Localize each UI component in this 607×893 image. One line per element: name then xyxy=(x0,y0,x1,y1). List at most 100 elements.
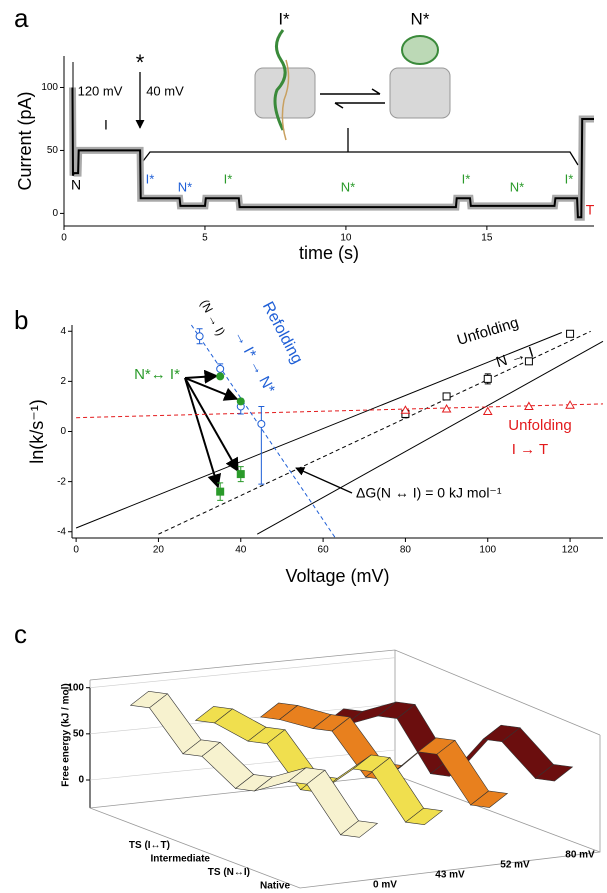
annotation: N* xyxy=(510,179,524,194)
x-tick-label: 10 xyxy=(340,233,352,244)
fit-line xyxy=(75,332,562,529)
series-label: 0 mV xyxy=(373,880,397,891)
annotation: Unfolding xyxy=(455,314,521,349)
ribbon-plateau xyxy=(534,764,574,782)
z-axis-label: Free energy (kJ / mol) xyxy=(61,683,72,786)
y-tick-label: 50 xyxy=(47,145,59,156)
ribbon-plateau xyxy=(404,807,444,826)
arrow xyxy=(184,377,239,473)
series-label: 80 mV xyxy=(565,850,595,861)
series-label: 43 mV xyxy=(435,870,465,881)
category-label: TS (N↔I) xyxy=(208,867,250,878)
panel-label: a xyxy=(14,3,29,33)
x-tick-label: 100 xyxy=(479,545,496,556)
annotation: (N → I) xyxy=(197,297,228,338)
strand-left xyxy=(281,59,290,141)
x-tick-label: 0 xyxy=(61,233,67,244)
category-label: Intermediate xyxy=(151,854,211,865)
annotation: ΔG(N ↔ I) = 0 kJ mol⁻¹ xyxy=(356,485,502,501)
x-tick-label: 120 xyxy=(562,545,579,556)
error-bar xyxy=(258,405,265,485)
annotation: Refolding xyxy=(259,299,306,367)
fit-line xyxy=(190,324,336,539)
y-tick-label: -2 xyxy=(57,476,66,487)
x-axis-label: Voltage (mV) xyxy=(285,566,389,586)
y-tick-label: -4 xyxy=(57,526,66,537)
arrow xyxy=(184,377,239,401)
panel-label: b xyxy=(14,305,28,335)
annotation: N* xyxy=(341,179,355,194)
fit-line xyxy=(256,340,604,535)
point xyxy=(566,329,575,338)
x-tick-label: 0 xyxy=(73,545,79,556)
protein-left xyxy=(273,29,287,131)
y-tick-label: 2 xyxy=(60,376,66,387)
z-tick-label: 0 xyxy=(78,775,84,786)
point xyxy=(524,357,533,366)
panel-label: c xyxy=(14,619,27,649)
x-tick-label: 60 xyxy=(318,545,330,556)
category-label: Native xyxy=(260,881,290,892)
annotation: → I* → N* xyxy=(231,327,279,396)
pore-right xyxy=(389,67,451,119)
annotation: 40 mV xyxy=(146,83,184,98)
annotation: N* xyxy=(411,9,430,28)
y-tick-label: 100 xyxy=(41,82,58,93)
y-tick-label: 0 xyxy=(52,208,58,219)
point xyxy=(236,397,245,406)
x-tick-label: 80 xyxy=(400,545,412,556)
x-axis-label: time (s) xyxy=(299,243,359,263)
point xyxy=(483,374,492,383)
point xyxy=(216,487,225,496)
state-arrows xyxy=(184,369,353,494)
point xyxy=(400,405,411,414)
series-label: 52 mV xyxy=(500,860,530,871)
trace xyxy=(71,87,594,219)
annotation: * xyxy=(136,50,145,75)
protein-diagrams xyxy=(254,29,451,141)
annotation: I → T xyxy=(512,441,548,458)
arrow xyxy=(184,377,222,489)
arrow xyxy=(295,467,353,494)
annotation: I* xyxy=(278,9,290,28)
equilibrium-arrows xyxy=(320,88,385,109)
annotation: N* xyxy=(178,179,192,194)
annotation: N xyxy=(71,177,81,193)
point xyxy=(257,419,266,428)
annotation: I* xyxy=(224,171,233,186)
box-3d xyxy=(89,649,601,889)
point xyxy=(442,392,451,401)
x-tick-label: 20 xyxy=(153,545,165,556)
point xyxy=(524,401,534,410)
ribbon-plateau xyxy=(469,790,509,808)
annotation: 120 mV xyxy=(78,83,123,98)
fit-line xyxy=(158,330,591,535)
arrow xyxy=(184,369,219,384)
protein-right xyxy=(401,35,439,65)
category-label: TS (I↔T) xyxy=(129,840,170,851)
annotation: I xyxy=(104,117,108,133)
annotation: I* xyxy=(146,171,155,186)
z-grid xyxy=(89,657,396,688)
point xyxy=(565,400,575,409)
x-tick-label: 40 xyxy=(235,545,247,556)
annotation: I* xyxy=(462,171,471,186)
annotation: N*↔ I* xyxy=(134,366,180,383)
bracket xyxy=(139,128,579,166)
z-tick-label: 50 xyxy=(73,728,85,739)
annotation: T xyxy=(586,202,595,218)
x-tick-label: 15 xyxy=(481,233,493,244)
ribbon-plateau xyxy=(339,820,379,838)
x-tick-label: 5 xyxy=(202,233,208,244)
fit-line xyxy=(76,403,604,419)
point xyxy=(216,372,225,381)
point xyxy=(482,406,493,415)
point xyxy=(195,332,204,341)
y-axis-label: Current (pA) xyxy=(15,91,35,190)
y-tick-label: 0 xyxy=(60,426,66,437)
y-tick-label: 4 xyxy=(60,326,66,337)
annotation: Unfolding xyxy=(508,417,571,434)
point xyxy=(441,403,452,413)
point xyxy=(216,364,225,373)
